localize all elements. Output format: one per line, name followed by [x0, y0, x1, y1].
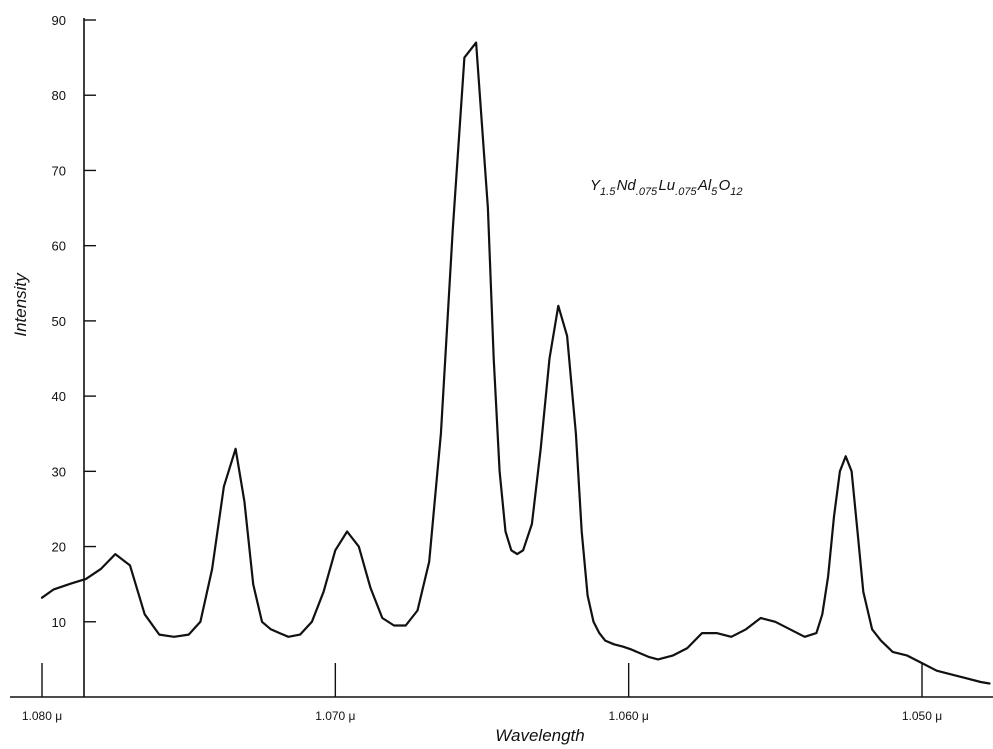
y-tick-label: 20	[52, 540, 66, 555]
y-tick-label: 70	[52, 163, 66, 178]
x-tick-label: 1.070 μ	[315, 709, 355, 723]
y-tick-label: 50	[52, 314, 66, 329]
x-tick-label: 1.080 μ	[22, 709, 62, 723]
annotation-text: Nd	[617, 177, 637, 194]
y-axis: 10 20 30 40 50 60 70 80 90	[52, 13, 96, 697]
spectrum-line	[40, 41, 991, 685]
series-layer	[40, 41, 991, 685]
x-axis: 1.080 μ 1.070 μ 1.060 μ 1.050 μ	[10, 663, 993, 723]
annotation-text: Al	[697, 177, 712, 194]
annotation-subscript: 5	[711, 186, 718, 198]
annotation-subscript: .075	[636, 186, 658, 198]
y-tick-label: 90	[52, 13, 66, 28]
y-tick-label: 10	[52, 615, 66, 630]
y-axis-title: Intensity	[11, 272, 30, 337]
x-tick-label: 1.050 μ	[902, 709, 942, 723]
y-tick-label: 30	[52, 464, 66, 479]
annotation-spacer	[742, 177, 743, 194]
annotation-text: Lu	[658, 177, 675, 194]
annotation-text: Y	[590, 177, 601, 194]
annotation-subscript: 12	[730, 186, 742, 198]
y-tick-label: 40	[52, 389, 66, 404]
composition-annotation: Y1.5 Nd.075 Lu.075 Al5 O12	[590, 177, 744, 198]
y-tick-label: 60	[52, 239, 66, 254]
annotation-subscript: .075	[675, 186, 697, 198]
y-tick-label: 80	[52, 88, 66, 103]
annotation-subscript: 1.5	[600, 186, 616, 198]
x-tick-label: 1.060 μ	[609, 709, 649, 723]
annotation-text: O	[719, 177, 731, 194]
x-axis-title: Wavelength	[495, 726, 584, 745]
